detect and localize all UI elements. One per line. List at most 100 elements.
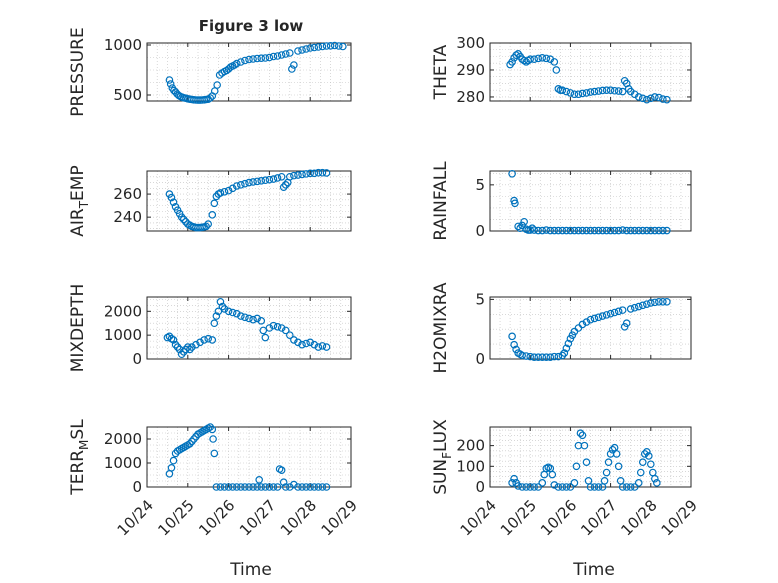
- y-axis-label: THETA: [431, 44, 451, 100]
- data-point: [634, 93, 643, 101]
- data-point: [534, 483, 543, 491]
- y-tick-label: 200: [456, 437, 485, 455]
- data-point: [257, 177, 266, 185]
- data-point: [213, 81, 221, 89]
- data-point: [526, 55, 535, 63]
- y-tick-label: 0: [132, 478, 142, 496]
- data-point: [604, 458, 613, 466]
- data-point: [598, 312, 607, 320]
- data-point: [522, 483, 530, 491]
- data-point: [534, 54, 543, 63]
- data-point: [594, 313, 603, 322]
- data-point: [600, 476, 609, 485]
- data-point: [538, 353, 547, 362]
- data-point: [326, 41, 335, 50]
- data-point: [598, 86, 607, 95]
- data-point: [526, 352, 535, 361]
- data-point: [638, 94, 647, 103]
- data-point: [655, 93, 663, 102]
- axes-box: [146, 296, 352, 360]
- data-point: [188, 437, 196, 446]
- data-point: [290, 336, 298, 344]
- data-point: [209, 435, 217, 443]
- data-point: [562, 87, 571, 96]
- data-point: [566, 483, 575, 491]
- data-point: [294, 483, 302, 491]
- data-point: [552, 66, 561, 74]
- axes-box: [489, 42, 692, 102]
- data-point: [659, 226, 667, 235]
- data-point: [574, 90, 583, 99]
- data-point: [606, 309, 615, 318]
- data-point: [196, 338, 204, 347]
- data-point: [646, 226, 655, 235]
- data-point: [190, 435, 198, 443]
- data-point: [245, 483, 253, 491]
- data-point: [169, 336, 178, 344]
- data-point: [237, 312, 245, 320]
- data-point: [570, 479, 579, 487]
- data-point: [606, 86, 615, 95]
- data-point: [626, 483, 635, 491]
- data-point: [586, 483, 595, 491]
- y-tick-label: 0: [475, 222, 485, 240]
- data-point: [245, 178, 253, 187]
- data-point: [188, 343, 196, 351]
- y-tick-label: 5: [475, 290, 485, 308]
- data-point: [610, 308, 619, 317]
- data-point: [590, 314, 599, 323]
- data-point: [646, 299, 655, 307]
- data-point: [634, 302, 643, 311]
- data-point: [663, 226, 671, 235]
- data-point: [228, 308, 237, 317]
- data-point: [208, 425, 217, 434]
- data-point: [288, 65, 296, 73]
- data-point: [334, 42, 343, 50]
- data-point: [265, 324, 274, 332]
- data-point: [318, 483, 327, 491]
- data-point: [542, 226, 551, 234]
- data-point: [602, 226, 611, 235]
- data-point: [594, 483, 603, 491]
- data-point: [651, 298, 659, 307]
- data-point: [608, 445, 617, 454]
- data-point: [564, 339, 573, 348]
- data-point: [651, 93, 659, 101]
- data-point: [241, 483, 249, 491]
- data-point: [618, 87, 627, 96]
- data-point: [177, 213, 186, 221]
- data-point: [306, 44, 315, 52]
- data-point: [636, 468, 645, 477]
- data-point: [208, 336, 217, 344]
- data-point: [220, 305, 229, 313]
- data-point: [610, 226, 619, 235]
- data-point: [630, 226, 639, 235]
- data-point: [265, 53, 274, 62]
- data-point: [512, 51, 520, 59]
- data-point: [269, 483, 278, 491]
- data-point: [310, 169, 319, 178]
- data-point: [281, 483, 290, 491]
- data-point: [204, 334, 213, 343]
- data-point: [232, 59, 241, 68]
- data-point: [241, 56, 249, 65]
- data-point: [618, 306, 627, 314]
- y-axis-label: H2OMIXRA: [431, 282, 451, 373]
- data-point: [634, 479, 643, 487]
- data-point: [318, 42, 327, 51]
- data-point: [578, 226, 587, 235]
- data-point: [216, 297, 225, 306]
- y-tick-label: 240: [113, 208, 142, 226]
- data-point: [646, 94, 655, 103]
- data-point: [179, 215, 188, 224]
- data-point: [586, 88, 595, 96]
- subplot-1: 500 1000 PRESSURE: [68, 27, 352, 117]
- data-point: [249, 55, 257, 63]
- data-point: [192, 340, 200, 349]
- data-point: [165, 76, 174, 84]
- data-point: [622, 226, 631, 235]
- data-point: [285, 483, 294, 491]
- data-point: [253, 54, 261, 63]
- data-point: [279, 478, 288, 487]
